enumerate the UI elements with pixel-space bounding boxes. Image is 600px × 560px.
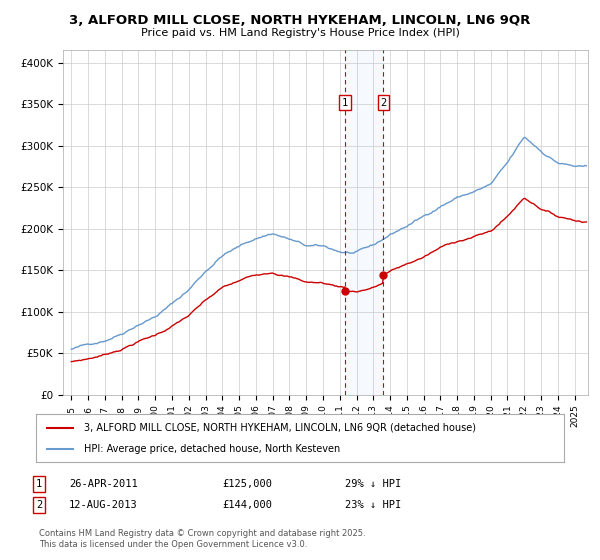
Text: 12-AUG-2013: 12-AUG-2013 xyxy=(69,500,138,510)
Text: 29% ↓ HPI: 29% ↓ HPI xyxy=(345,479,401,489)
Text: 26-APR-2011: 26-APR-2011 xyxy=(69,479,138,489)
Text: 2: 2 xyxy=(380,97,386,108)
Text: Contains HM Land Registry data © Crown copyright and database right 2025.
This d: Contains HM Land Registry data © Crown c… xyxy=(39,529,365,549)
Text: £125,000: £125,000 xyxy=(222,479,272,489)
Text: Price paid vs. HM Land Registry's House Price Index (HPI): Price paid vs. HM Land Registry's House … xyxy=(140,28,460,38)
Text: £144,000: £144,000 xyxy=(222,500,272,510)
Text: 3, ALFORD MILL CLOSE, NORTH HYKEHAM, LINCOLN, LN6 9QR (detached house): 3, ALFORD MILL CLOSE, NORTH HYKEHAM, LIN… xyxy=(83,423,476,433)
Text: HPI: Average price, detached house, North Kesteven: HPI: Average price, detached house, Nort… xyxy=(83,444,340,454)
Text: 1: 1 xyxy=(36,479,42,489)
Text: 23% ↓ HPI: 23% ↓ HPI xyxy=(345,500,401,510)
Text: 3, ALFORD MILL CLOSE, NORTH HYKEHAM, LINCOLN, LN6 9QR: 3, ALFORD MILL CLOSE, NORTH HYKEHAM, LIN… xyxy=(70,14,530,27)
Text: 2: 2 xyxy=(36,500,42,510)
Text: 1: 1 xyxy=(341,97,348,108)
Bar xyxy=(345,50,383,395)
